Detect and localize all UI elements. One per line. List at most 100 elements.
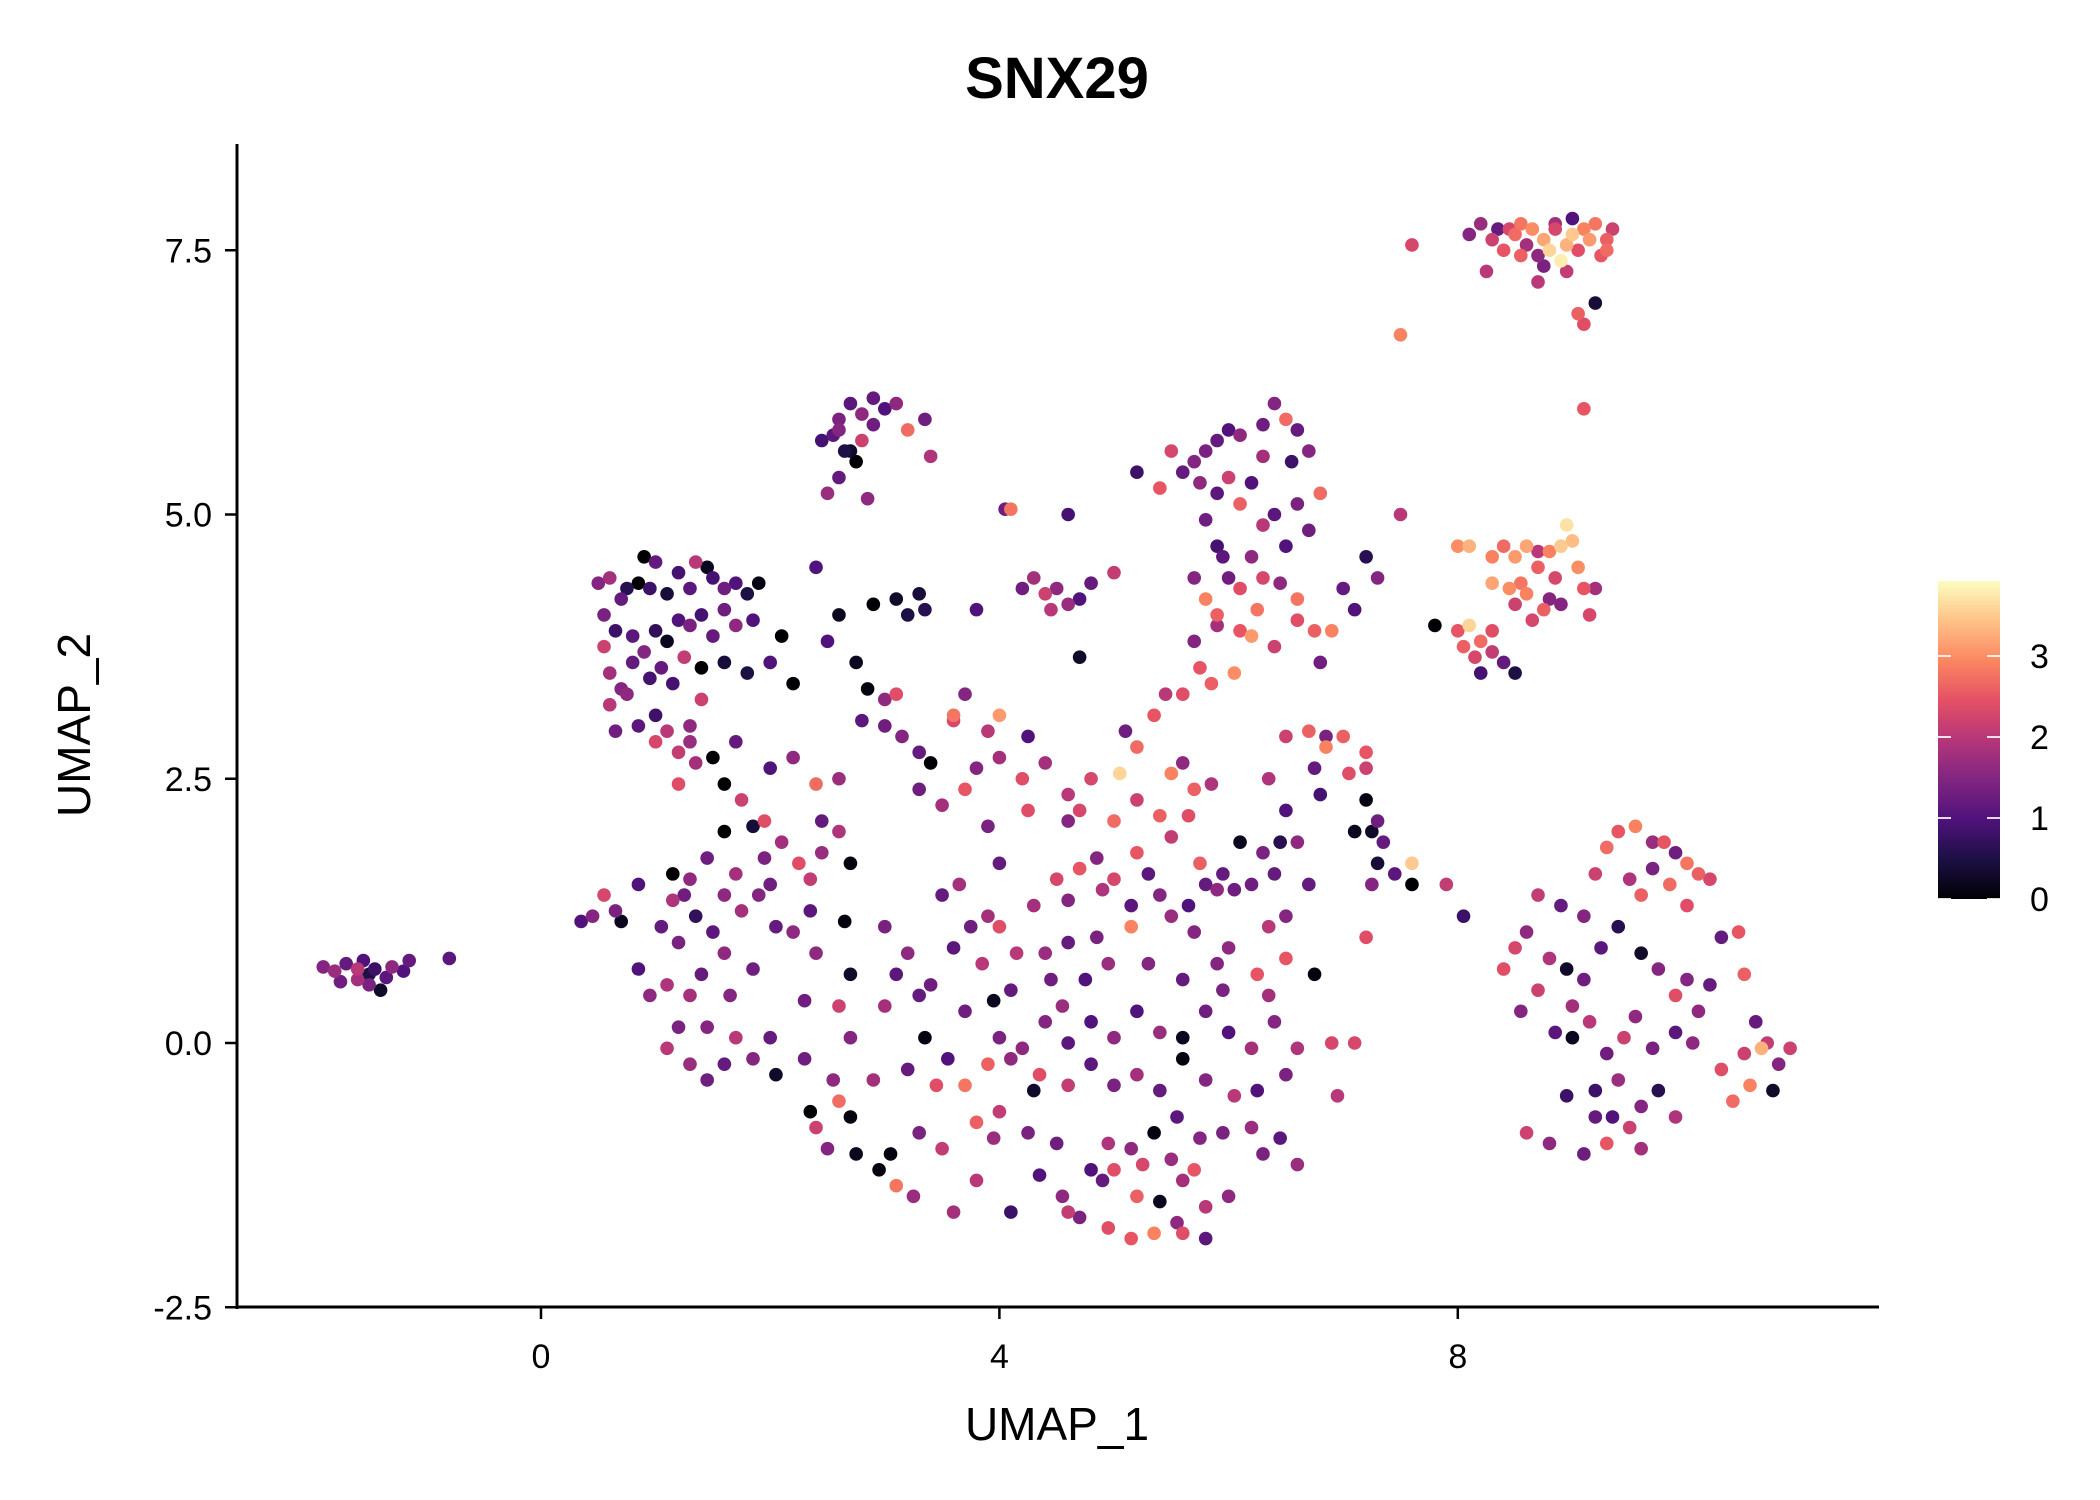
data-point <box>1135 1157 1150 1172</box>
data-point <box>671 613 686 627</box>
data-point <box>1055 999 1070 1013</box>
data-point <box>849 655 863 670</box>
data-point <box>1485 623 1499 638</box>
data-point <box>1244 1041 1259 1056</box>
data-point <box>912 988 926 1003</box>
data-point <box>1508 597 1522 612</box>
data-point <box>597 639 611 654</box>
data-point <box>809 560 823 575</box>
data-point <box>849 454 863 469</box>
data-point <box>832 999 846 1013</box>
data-point <box>1496 962 1511 976</box>
data-point <box>900 608 915 622</box>
data-point <box>1393 507 1408 522</box>
data-point <box>1216 983 1230 997</box>
data-point <box>700 560 714 575</box>
data-point <box>1072 1210 1087 1225</box>
data-point <box>585 909 600 923</box>
data-point <box>1542 544 1557 559</box>
data-point <box>1514 248 1528 263</box>
data-point <box>1118 724 1133 738</box>
data-point <box>1038 586 1053 601</box>
data-point <box>1691 1004 1706 1019</box>
data-point <box>1090 851 1104 865</box>
data-point <box>1147 1226 1161 1241</box>
data-point <box>1210 539 1224 554</box>
data-point <box>1175 1226 1190 1241</box>
data-point <box>746 819 760 834</box>
data-point <box>843 856 858 871</box>
data-point <box>1227 882 1242 897</box>
data-point <box>1508 941 1522 955</box>
data-point <box>1198 1073 1213 1087</box>
data-point <box>986 993 1001 1008</box>
data-point <box>746 962 760 976</box>
data-point <box>1611 824 1626 839</box>
data-point <box>1324 1036 1339 1050</box>
data-point <box>1078 972 1093 987</box>
data-point <box>1112 766 1127 781</box>
x-tick-label: 8 <box>1448 1338 1467 1376</box>
data-point <box>660 978 674 992</box>
data-point <box>992 708 1007 723</box>
data-point <box>809 777 823 791</box>
data-point <box>614 914 629 929</box>
data-point <box>1210 433 1224 448</box>
data-point <box>1221 1025 1236 1040</box>
data-point <box>992 856 1007 871</box>
data-point <box>683 618 697 633</box>
data-point <box>1622 1120 1637 1135</box>
data-point <box>809 946 823 960</box>
data-point <box>832 608 846 622</box>
data-point <box>1267 1015 1282 1029</box>
data-point <box>1141 867 1156 881</box>
data-point <box>935 1141 949 1156</box>
data-point <box>1577 1147 1591 1161</box>
data-point <box>1233 428 1247 443</box>
data-point <box>1548 222 1563 236</box>
data-point <box>1548 571 1563 585</box>
data-point <box>1508 227 1522 242</box>
data-point <box>1347 824 1362 839</box>
data-point <box>1267 507 1282 522</box>
data-point <box>889 967 904 982</box>
data-point <box>625 655 640 670</box>
data-point <box>1462 227 1477 242</box>
data-point <box>975 956 990 971</box>
data-point <box>1628 1009 1643 1024</box>
data-point <box>1233 581 1247 596</box>
data-point <box>1290 613 1305 627</box>
data-point <box>1004 1052 1018 1066</box>
data-point <box>1061 935 1075 950</box>
data-point <box>1307 967 1322 982</box>
data-point <box>1032 1067 1047 1082</box>
data-point <box>1519 1126 1534 1140</box>
data-point <box>900 423 915 437</box>
data-point <box>614 592 629 606</box>
data-point <box>952 877 967 892</box>
data-point <box>1101 956 1116 971</box>
data-point <box>1061 893 1075 908</box>
data-point <box>1726 1094 1740 1108</box>
chart-title: SNX29 <box>965 46 1149 111</box>
data-point <box>602 697 617 712</box>
data-point <box>373 983 388 997</box>
data-point <box>1044 972 1058 987</box>
data-point <box>1026 898 1041 913</box>
data-point <box>1531 983 1545 997</box>
data-point <box>1462 618 1477 633</box>
data-point <box>969 1115 984 1130</box>
data-point <box>912 586 926 601</box>
data-point <box>1668 1110 1683 1124</box>
data-point <box>1164 444 1179 458</box>
data-point <box>700 851 714 865</box>
data-point <box>1577 581 1591 596</box>
data-point <box>1599 1046 1614 1061</box>
data-point <box>1714 930 1729 945</box>
data-point <box>1015 1041 1030 1056</box>
data-point <box>1571 243 1585 258</box>
data-point <box>1370 814 1385 828</box>
data-point <box>1175 1030 1190 1045</box>
data-point <box>751 576 766 591</box>
data-point <box>333 974 348 989</box>
